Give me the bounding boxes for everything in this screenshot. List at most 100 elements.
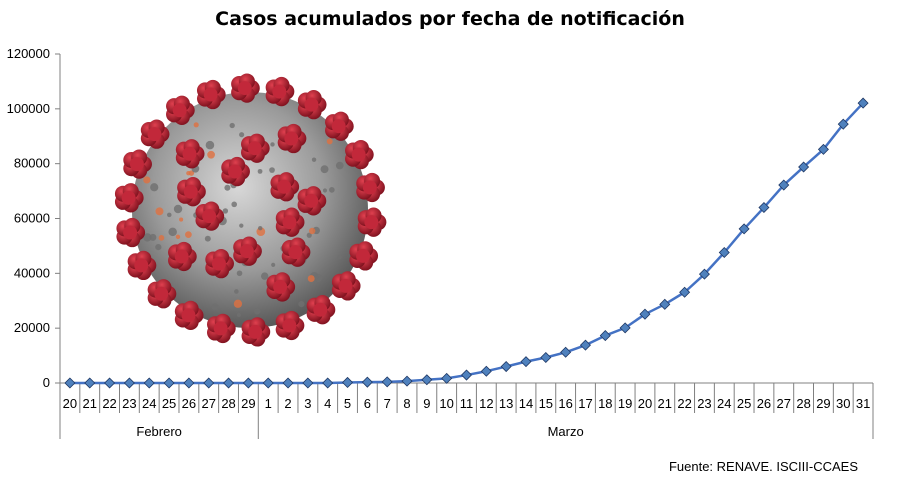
x-tick-label: 24 xyxy=(142,396,156,411)
virus-texture xyxy=(186,170,191,176)
x-tick-label: 18 xyxy=(598,396,612,411)
data-point xyxy=(183,377,195,389)
data-point xyxy=(143,377,155,389)
virus-texture xyxy=(222,208,229,214)
virus-texture xyxy=(193,122,199,128)
spike-core xyxy=(134,258,149,273)
virus-spike xyxy=(147,279,177,309)
virus-spike xyxy=(233,236,262,266)
virus-spike xyxy=(345,139,374,170)
virus-texture xyxy=(326,138,333,145)
x-tick-label: 31 xyxy=(856,396,870,411)
data-point xyxy=(738,223,750,235)
x-tick-label: 29 xyxy=(816,396,830,411)
x-tick-label: 29 xyxy=(241,396,255,411)
spike-core xyxy=(247,141,262,156)
x-tick-label: 23 xyxy=(122,396,136,411)
spike-core xyxy=(147,127,162,142)
virus-spike xyxy=(306,295,336,325)
spike-core xyxy=(356,248,371,263)
x-tick-label: 25 xyxy=(162,396,176,411)
spike-core xyxy=(213,321,228,336)
virus-texture xyxy=(309,227,316,235)
virus-spike xyxy=(140,119,170,149)
data-point xyxy=(778,179,790,191)
spike-core xyxy=(282,215,297,230)
data-point xyxy=(659,298,671,310)
spike-core xyxy=(277,179,292,194)
spike-core xyxy=(248,324,263,339)
virus-texture xyxy=(224,184,231,191)
data-point xyxy=(84,377,96,389)
data-point xyxy=(441,372,453,384)
x-tick-label: 12 xyxy=(479,396,493,411)
virus-texture xyxy=(207,150,215,159)
data-point xyxy=(163,377,175,389)
virus-spike xyxy=(357,207,387,237)
virus-texture xyxy=(229,122,235,129)
virus-spike xyxy=(116,217,146,248)
x-tick-label: 24 xyxy=(717,396,731,411)
virus-texture xyxy=(270,142,275,147)
spike-core xyxy=(123,225,138,240)
virus-texture xyxy=(320,165,329,174)
x-tick-label: 27 xyxy=(201,396,215,411)
virus-spike xyxy=(196,79,226,110)
virus-texture xyxy=(204,235,211,242)
y-tick-label: 40000 xyxy=(14,265,50,280)
x-tick-label: 1 xyxy=(265,396,272,411)
virus-texture xyxy=(257,168,263,174)
data-point xyxy=(104,377,116,389)
x-tick-label: 16 xyxy=(558,396,572,411)
spike-core xyxy=(174,249,189,264)
data-point xyxy=(322,377,334,389)
virus-texture xyxy=(185,231,192,238)
y-tick-label: 60000 xyxy=(14,211,50,226)
virus-texture xyxy=(143,233,152,242)
virus-spike xyxy=(297,186,327,216)
x-tick-label: 21 xyxy=(658,396,672,411)
virus-texture xyxy=(173,204,183,214)
x-tick-label: 7 xyxy=(384,396,391,411)
x-tick-label: 19 xyxy=(618,396,632,411)
virus-texture xyxy=(233,299,243,308)
virus-spike xyxy=(195,201,225,231)
virus-texture xyxy=(239,223,244,228)
data-point xyxy=(698,268,710,280)
virus-texture xyxy=(254,308,261,315)
virus-texture xyxy=(269,167,275,173)
virus-texture xyxy=(168,227,177,237)
virus-spike xyxy=(265,76,295,107)
data-point xyxy=(223,377,235,389)
virus-texture xyxy=(234,289,239,294)
y-tick-label: 80000 xyxy=(14,156,50,171)
y-tick-label: 100000 xyxy=(7,101,50,116)
virus-spike xyxy=(114,183,144,213)
virus-spike xyxy=(270,172,300,202)
chart-title: Casos acumulados por fecha de notificaci… xyxy=(215,8,685,30)
data-point xyxy=(619,322,631,334)
spike-core xyxy=(182,146,197,161)
y-tick-label: 0 xyxy=(43,375,50,390)
x-axis-ticks: 20 21 22 23 24 25 26 27 28 29 1 2 3 4 5 6 7 8 9 10 11 12 13 14 1… xyxy=(59,383,874,439)
spike-core xyxy=(129,157,144,172)
data-point xyxy=(579,339,591,351)
virus-texture xyxy=(239,132,245,138)
spike-core xyxy=(203,87,218,102)
virus-texture xyxy=(335,161,344,170)
x-tick-label: 9 xyxy=(423,396,430,411)
virus-texture xyxy=(158,235,165,241)
x-tick-label: 2 xyxy=(284,396,291,411)
x-tick-label: 20 xyxy=(638,396,652,411)
virus-texture xyxy=(179,217,184,222)
spike-core xyxy=(282,318,297,333)
x-tick-label: 28 xyxy=(221,396,235,411)
data-point xyxy=(64,377,76,389)
virus-texture xyxy=(155,207,164,216)
spike-core xyxy=(227,164,242,179)
data-point xyxy=(857,97,869,109)
x-tick-label: 25 xyxy=(737,396,751,411)
virus-spike xyxy=(349,241,379,271)
x-tick-label: 27 xyxy=(777,396,791,411)
x-tick-label: 6 xyxy=(364,396,371,411)
